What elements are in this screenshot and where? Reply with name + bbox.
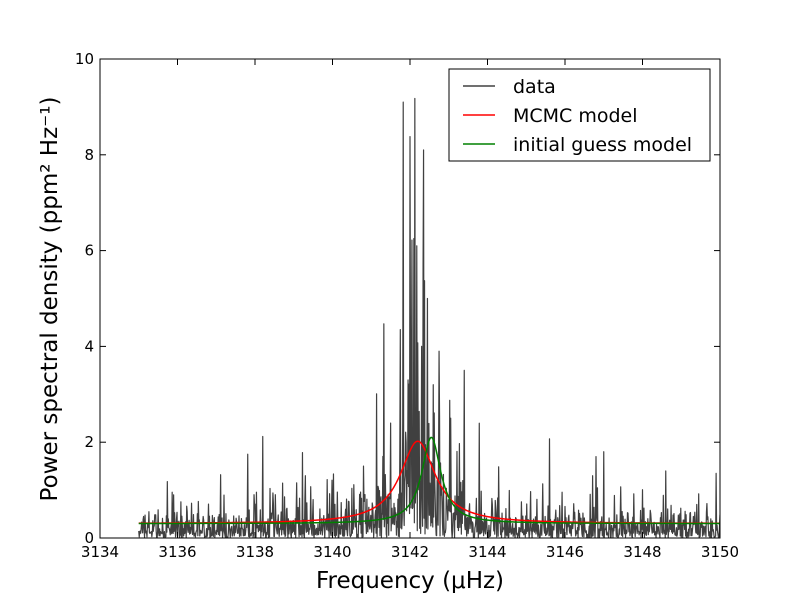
plot-area: [138, 97, 720, 538]
x-tick-label: 3144: [468, 543, 506, 561]
legend-label-initial-guess: initial guess model: [513, 134, 692, 156]
x-tick-label: 3150: [701, 543, 739, 561]
y-tick-label: 10: [75, 50, 94, 68]
y-tick-label: 6: [84, 242, 94, 260]
series-line-initial-guess-model: [138, 436, 720, 525]
x-tick-label: 3148: [623, 543, 661, 561]
legend-label-data: data: [513, 76, 556, 98]
x-tick-label: 3142: [391, 543, 429, 561]
axis-ticks: 3134 3136 3138 3140 3142 3144 3146 3148 3150 0 2 4 6…: [75, 50, 739, 561]
legend: data MCMC model initial guess model: [448, 68, 711, 162]
y-tick-label: 0: [84, 529, 94, 547]
y-tick-label: 2: [84, 433, 94, 451]
x-tick-label: 3146: [546, 543, 584, 561]
x-tick-label: 3134: [81, 543, 119, 561]
legend-label-mcmc: MCMC model: [513, 105, 638, 127]
plot-content: [138, 97, 720, 538]
x-tick-label: 3140: [313, 543, 351, 561]
series-line-data: [138, 97, 720, 538]
x-axis-label: Frequency (μHz): [316, 568, 504, 594]
y-axis-label: Power spectral density (ppm² Hz⁻¹): [37, 97, 63, 502]
y-tick-label: 4: [84, 337, 94, 355]
y-tick-label: 8: [84, 146, 94, 164]
x-tick-label: 3138: [236, 543, 274, 561]
x-tick-label: 3136: [158, 543, 196, 561]
